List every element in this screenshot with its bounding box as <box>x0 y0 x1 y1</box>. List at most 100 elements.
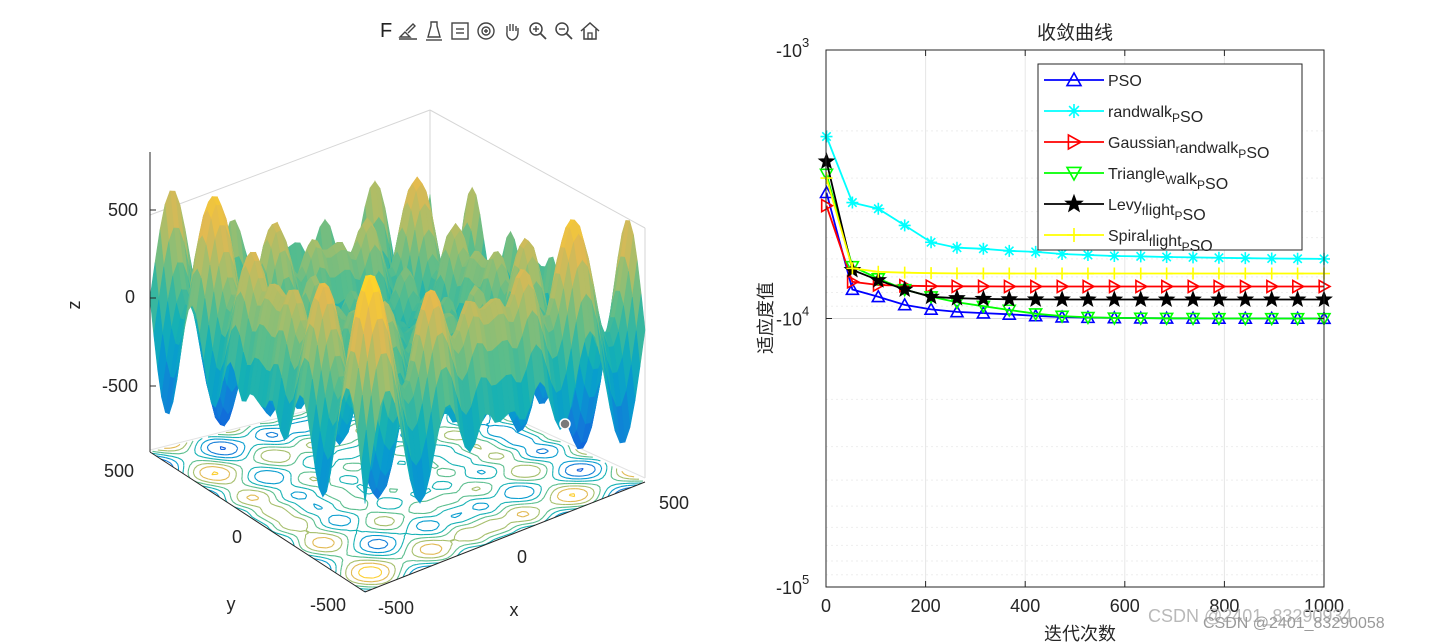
contour-segment <box>434 465 439 469</box>
contour-segment <box>443 480 449 483</box>
contour-segment <box>569 460 577 462</box>
contour-segment <box>268 500 272 505</box>
contour-segment <box>273 420 279 423</box>
contour-segment <box>489 419 491 421</box>
contour-segment <box>450 492 454 494</box>
contour-segment <box>434 508 438 511</box>
contour-segment <box>488 456 491 459</box>
zoom-out-icon[interactable] <box>552 19 576 43</box>
contour-segment <box>400 524 402 526</box>
contour-segment <box>565 477 572 480</box>
contour-segment <box>194 447 196 451</box>
contour-segment <box>331 464 335 468</box>
contour-segment <box>513 474 518 478</box>
contour-segment <box>430 509 435 513</box>
contour-segment <box>303 438 306 440</box>
pan-hand-icon[interactable] <box>500 19 524 43</box>
contour-segment <box>211 471 215 476</box>
contour-segment <box>276 488 281 492</box>
contour-segment <box>316 526 321 530</box>
contour-segment <box>551 501 557 505</box>
contour-segment <box>438 551 441 554</box>
contour-segment <box>263 485 271 488</box>
contour-segment <box>254 478 259 482</box>
home-icon[interactable] <box>578 19 602 43</box>
contour-segment <box>313 521 316 525</box>
contour-segment <box>330 538 335 543</box>
contour-segment <box>368 539 373 543</box>
contour-segment <box>511 453 514 457</box>
contour-segment <box>542 464 547 468</box>
legend-icon[interactable] <box>448 19 472 43</box>
contour-segment <box>438 555 444 558</box>
paint-bucket-icon[interactable] <box>422 19 446 43</box>
contour-segment <box>558 443 563 447</box>
contour-segment <box>359 574 365 578</box>
contour-segment <box>247 507 253 511</box>
contour-segment <box>357 468 361 472</box>
contour-segment <box>430 520 438 523</box>
contour-segment <box>254 494 259 499</box>
contour-segment <box>548 438 553 441</box>
contour-segment <box>449 529 452 533</box>
contour-segment <box>427 487 430 490</box>
contour-segment <box>466 456 471 460</box>
contour-segment <box>565 465 570 469</box>
contour-segment <box>556 492 560 497</box>
contour-segment <box>301 491 305 494</box>
contour-segment <box>242 430 245 433</box>
contour-segment <box>504 490 507 494</box>
contour-segment <box>401 540 404 545</box>
contour-segment <box>223 494 226 497</box>
contour-segment <box>365 505 368 510</box>
contour-segment <box>597 495 599 498</box>
contour-segment <box>437 505 443 509</box>
contour-segment <box>262 446 269 449</box>
contour-segment <box>527 427 532 431</box>
contour-segment <box>363 580 372 583</box>
contour-segment <box>538 484 542 488</box>
contour-segment <box>402 560 407 565</box>
contour-segment <box>224 497 227 501</box>
contour-segment <box>284 509 289 513</box>
contour-segment <box>431 486 436 490</box>
contour-segment <box>549 514 553 517</box>
contour-segment <box>508 501 513 503</box>
contour-segment <box>605 468 608 472</box>
contour-segment <box>524 519 531 522</box>
rotate-3d-icon[interactable] <box>474 19 498 43</box>
contour-segment <box>559 511 565 515</box>
contour-segment <box>269 460 274 463</box>
contour-segment <box>278 500 284 504</box>
contour-segment <box>322 524 327 528</box>
contour-segment <box>366 500 369 503</box>
contour-segment <box>447 555 452 559</box>
contour-segment <box>339 480 342 483</box>
contour-segment <box>306 550 313 554</box>
contour-segment <box>489 511 492 514</box>
contour-segment <box>329 481 332 485</box>
brush-edit-icon[interactable] <box>396 19 420 43</box>
contour-segment <box>385 561 392 564</box>
contour-segment <box>510 469 513 473</box>
contour-segment <box>563 485 570 488</box>
contour-segment <box>378 567 382 572</box>
contour-segment <box>248 425 251 428</box>
zoom-in-icon[interactable] <box>526 19 550 43</box>
contour-segment <box>171 455 178 459</box>
contour-segment <box>483 502 487 505</box>
contour-segment <box>328 530 333 533</box>
contour-segment <box>456 530 460 533</box>
contour-segment <box>346 529 351 532</box>
contour-segment <box>599 470 602 473</box>
contour-segment <box>477 444 481 448</box>
contour-segment <box>412 543 417 548</box>
contour-segment <box>257 487 261 489</box>
contour-segment <box>591 464 595 468</box>
contour-segment <box>450 528 453 531</box>
contour-segment <box>444 436 449 440</box>
contour-segment <box>351 440 356 444</box>
contour-segment <box>439 456 444 459</box>
contour-segment <box>469 452 475 456</box>
contour-segment <box>193 467 196 470</box>
